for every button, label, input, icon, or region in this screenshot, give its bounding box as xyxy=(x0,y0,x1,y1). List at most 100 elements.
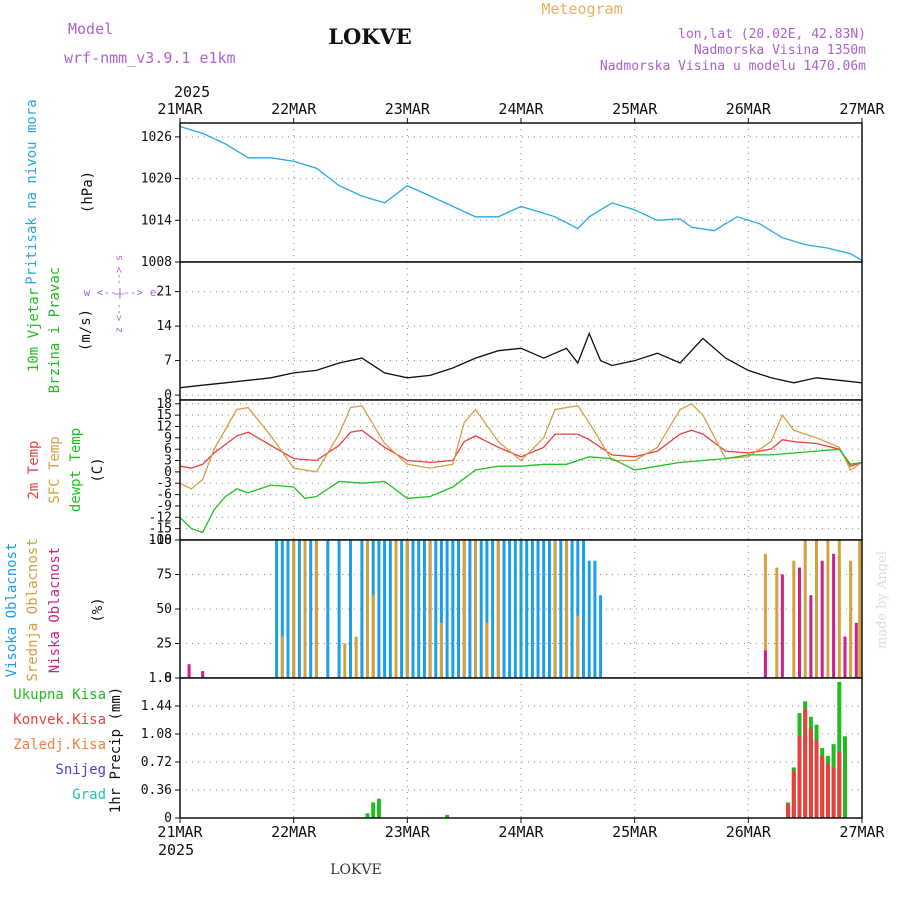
bar-srednja-oblacnost xyxy=(462,540,466,678)
bar-konvek-kisa xyxy=(791,771,796,818)
y-tick-label: 7 xyxy=(164,354,172,369)
bar-srednja-oblacnost xyxy=(280,636,284,678)
bar-srednja-oblacnost xyxy=(303,540,307,678)
station-title: LOKVE xyxy=(328,24,412,49)
elevation-label: Nadmorska Visina 1350m xyxy=(694,43,866,58)
axis-label-cloud: Srednja Oblacnost xyxy=(25,538,41,681)
bar-srednja-oblacnost xyxy=(815,540,818,678)
bar-visoka-oblacnost xyxy=(417,540,421,678)
meteogram-title: Meteogram xyxy=(541,0,622,18)
axis-label-wind: 10m Vjetar xyxy=(26,288,42,372)
time-label-top: 25MAR xyxy=(612,100,658,118)
precip-legend-entry: Zaledj.Kisa xyxy=(13,737,106,753)
model-elevation-label: Nadmorska Visina u modelu 1470.06m xyxy=(600,59,866,74)
precip-legend-entry: Grad xyxy=(72,787,106,803)
bar-srednja-oblacnost xyxy=(553,540,557,678)
bar-niska-oblacnost xyxy=(763,650,767,678)
time-label-bottom: 23MAR xyxy=(385,823,431,841)
bar-niska-oblacnost xyxy=(798,567,801,678)
y-tick-label: 0 xyxy=(164,388,172,403)
y-tick-label: 3 xyxy=(164,454,172,469)
y-tick-label: 1.8 xyxy=(149,671,172,686)
precip-legend-entry: Ukupna Kisa xyxy=(13,687,106,703)
y-tick-label: 15 xyxy=(156,408,172,423)
panel-wind: 0 7 14 21 xyxy=(156,261,863,403)
bar-visoka-oblacnost xyxy=(559,540,563,678)
panel-frame xyxy=(179,677,863,819)
bar-niska-oblacnost xyxy=(187,664,191,678)
bar-niska-oblacnost xyxy=(201,671,205,678)
precip-legend-entry: Snijeg xyxy=(55,762,106,778)
y-tick-label: -9 xyxy=(156,499,172,514)
axis-label-cloud: Visoka Oblacnost xyxy=(4,543,20,678)
bar-visoka-oblacnost xyxy=(582,540,585,678)
axis-label-temperature: 2m Temp xyxy=(26,440,42,499)
year-label-bottom: 2025 xyxy=(158,841,194,859)
watermark: made by Angel xyxy=(875,551,890,649)
bar-visoka-oblacnost xyxy=(479,540,483,678)
bar-ukupna-kisa xyxy=(837,681,842,818)
bar-konvek-kisa xyxy=(831,767,836,818)
axis-label-cloud: (%) xyxy=(90,597,106,622)
bar-srednja-oblacnost xyxy=(858,540,862,678)
y-tick-label: 0.36 xyxy=(141,783,172,798)
bar-niska-oblacnost xyxy=(832,553,836,678)
bar-visoka-oblacnost xyxy=(349,540,352,678)
time-label-bottom: 21MAR xyxy=(157,823,203,841)
bar-ukupna-kisa xyxy=(376,798,381,818)
y-tick-label: 9 xyxy=(164,431,172,446)
compass-vertical-label: z <-- | --> s xyxy=(114,255,125,333)
model-name: wrf-nmm_v3.9.1 e1km xyxy=(64,49,236,67)
axis-label-temperature: dewpt Temp xyxy=(68,428,84,512)
series-line-pritisak-na-nivou-mora xyxy=(179,125,863,262)
bar-visoka-oblacnost xyxy=(326,540,330,678)
bar-visoka-oblacnost xyxy=(530,540,534,678)
bar-ukupna-kisa xyxy=(843,736,847,818)
time-label-bottom: 22MAR xyxy=(271,823,317,841)
bar-visoka-oblacnost xyxy=(309,540,313,678)
y-tick-label: 14 xyxy=(156,319,172,334)
bar-visoka-oblacnost xyxy=(576,540,580,678)
axis-label-cloud: Niska Oblacnost xyxy=(47,547,63,673)
lonlat-label: lon,lat (20.02E, 42.83N) xyxy=(678,27,866,42)
panel-background xyxy=(180,400,862,540)
y-tick-label: 18 xyxy=(156,397,172,412)
bar-srednja-oblacnost xyxy=(565,540,568,678)
bar-visoka-oblacnost xyxy=(508,540,512,678)
precip-legend-entry: Konvek.Kisa xyxy=(13,712,106,728)
bar-visoka-oblacnost xyxy=(377,540,381,678)
y-tick-label: 1020 xyxy=(141,172,172,187)
bar-srednja-oblacnost xyxy=(428,540,432,678)
bar-visoka-oblacnost xyxy=(519,540,523,678)
bar-visoka-oblacnost xyxy=(297,540,301,678)
bar-visoka-oblacnost xyxy=(536,540,540,678)
bar-visoka-oblacnost xyxy=(360,540,364,678)
bar-srednja-oblacnost xyxy=(849,560,853,678)
series-line-10m-vjetar xyxy=(179,331,863,389)
bar-visoka-oblacnost xyxy=(599,595,603,678)
time-label-top: 27MAR xyxy=(839,100,885,118)
bar-visoka-oblacnost xyxy=(457,540,460,678)
bar-srednja-oblacnost xyxy=(474,540,477,678)
panel-cloud: 0 25 50 75 100 xyxy=(149,533,863,686)
time-label-bottom: 27MAR xyxy=(839,823,885,841)
bar-visoka-oblacnost xyxy=(587,560,591,678)
bar-srednja-oblacnost xyxy=(343,643,347,678)
bar-visoka-oblacnost xyxy=(513,540,517,678)
y-tick-label: 6 xyxy=(164,442,172,457)
bar-konvek-kisa xyxy=(808,728,813,818)
bottom-time-axis: 21MAR 22MAR 23MAR 24MAR 25MAR 26MAR 27MAR xyxy=(157,818,886,841)
bar-niska-oblacnost xyxy=(809,595,813,678)
footer-station: LOKVE xyxy=(330,862,382,878)
panel-background xyxy=(180,678,862,818)
axis-label-wind: Brzina i Pravac xyxy=(47,267,63,393)
axis-label-precip: 1hr Precip (mm) xyxy=(108,687,124,813)
y-tick-label: 12 xyxy=(156,419,172,434)
side-labels: Pritisak na nivou mora (hPa) 10m Vjetar Brz… xyxy=(4,99,156,813)
bar-visoka-oblacnost xyxy=(445,540,449,678)
bar-visoka-oblacnost xyxy=(439,540,443,678)
model-label: Model xyxy=(68,20,113,38)
axis-label-wind: (m/s) xyxy=(78,309,94,351)
bar-visoka-oblacnost xyxy=(383,540,387,678)
